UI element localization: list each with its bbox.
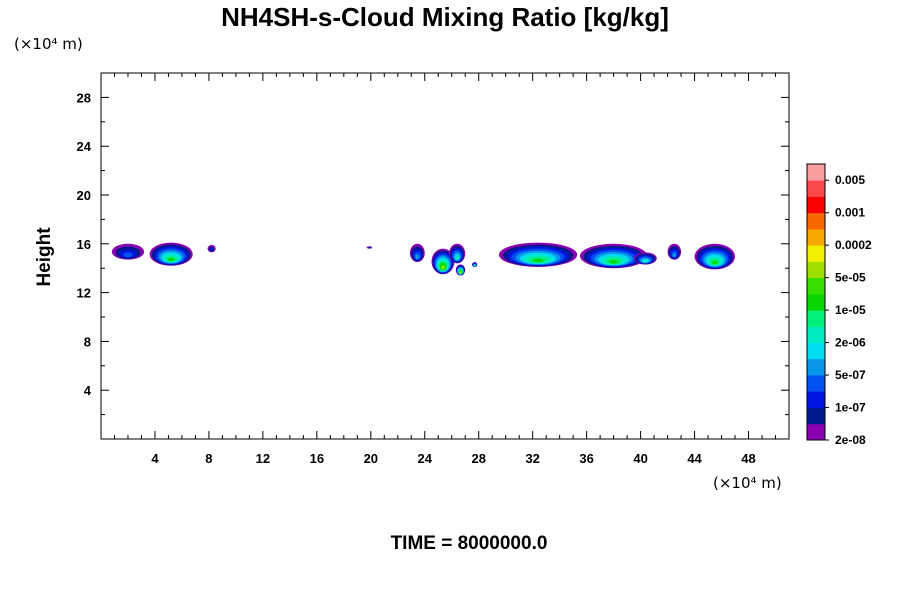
cloud-2 (207, 245, 216, 253)
cloud-1 (149, 242, 193, 266)
colorbar-swatch-8 (807, 293, 825, 311)
colorbar-label: 1e-05 (835, 303, 866, 317)
x-tick-label: 48 (741, 451, 755, 466)
cloud-8-level-7 (473, 264, 476, 267)
colorbar-swatch-12 (807, 228, 825, 246)
y-tick-label: 12 (77, 286, 91, 301)
x-tick-label: 4 (151, 451, 159, 466)
cloud-4-level-4 (415, 254, 420, 259)
colorbar-swatch-15 (807, 180, 825, 197)
colorbar-swatch-10 (807, 261, 825, 279)
colorbar-swatch-2 (807, 391, 825, 408)
x-unit-label: (×10⁴ m) (713, 474, 782, 492)
cloud-13 (694, 243, 736, 270)
colorbar-swatch-1 (807, 407, 825, 425)
colorbar-swatch-9 (807, 277, 825, 295)
y-tick-label: 20 (77, 188, 91, 203)
cloud-5 (431, 248, 455, 275)
colorbar-label: 2e-06 (835, 336, 866, 350)
colorbar-swatch-14 (807, 196, 825, 214)
cloud-9-level-8 (532, 258, 544, 263)
cloud-11 (633, 252, 657, 265)
colorbar-label: 5e-05 (835, 271, 866, 285)
x-tick-label: 12 (256, 451, 270, 466)
colorbar-frame (806, 163, 826, 441)
colorbar-swatch-6 (807, 326, 825, 343)
x-tick-label: 20 (364, 451, 378, 466)
colorbar: 0.005 0.001 0.0002 5e-05 1e-05 2e-06 5e-07 1e-0… (806, 163, 872, 447)
chart-title: NH4SH-s-Cloud Mixing Ratio [kg/kg] (221, 2, 669, 32)
cloud-10 (579, 243, 648, 269)
colorbar-swatch-3 (807, 375, 825, 392)
y-axis-label: Height (34, 227, 55, 287)
colorbar-swatch-0 (807, 423, 825, 441)
colorbar-label: 2e-08 (835, 433, 866, 447)
cloud-10-level-8 (608, 260, 619, 264)
x-tick-label: 16 (310, 451, 324, 466)
x-tick-label: 32 (525, 451, 539, 466)
cloud-3 (366, 246, 373, 249)
colorbar-swatch-13 (807, 212, 825, 230)
y-tick-label: 4 (84, 383, 92, 398)
colorbar-label: 0.0002 (835, 238, 872, 252)
x-tick-label: 8 (205, 451, 212, 466)
colorbar-swatch-4 (807, 358, 825, 376)
colorbar-label: 0.001 (835, 206, 865, 220)
cloud-11-level-6 (643, 260, 648, 263)
colorbar-swatch-16 (807, 164, 825, 181)
y-unit-label: (×10⁴ m) (14, 35, 83, 53)
cloud-13-level-8 (711, 260, 718, 265)
cloud-7-level-11 (459, 272, 462, 274)
y-tick-label: 16 (77, 237, 91, 252)
x-tick-label: 40 (633, 451, 647, 466)
colorbar-swatch-7 (807, 310, 825, 327)
cloud-2-level-2 (210, 248, 214, 252)
cloud-0-level-3 (123, 252, 133, 258)
cloud-3-level-1 (367, 247, 371, 249)
cloud-7 (455, 264, 466, 276)
cloud-12 (667, 243, 682, 260)
x-tick-label: 24 (418, 451, 433, 466)
cloud-9 (498, 242, 578, 267)
cloud-5-level-10 (441, 266, 445, 270)
plot-frame (100, 72, 790, 440)
cloud-6 (449, 243, 466, 264)
colorbar-label: 5e-07 (835, 368, 866, 382)
cloud-1-level-8 (168, 258, 175, 262)
colorbar-swatch-5 (807, 342, 825, 360)
cloud-field (111, 242, 736, 276)
cloud-0 (111, 243, 145, 260)
time-label: TIME = 8000000.0 (391, 533, 548, 554)
cloud-8 (471, 262, 478, 267)
y-tick-label: 8 (84, 334, 91, 349)
x-tick-label: 28 (471, 451, 485, 466)
colorbar-label: 1e-07 (835, 401, 866, 415)
colorbar-swatch-11 (807, 245, 825, 262)
x-tick-label: 44 (687, 451, 702, 466)
cloud-4 (409, 243, 425, 263)
colorbar-label: 0.005 (835, 173, 865, 187)
cloud-12-level-4 (672, 253, 676, 257)
x-tick-label: 36 (579, 451, 593, 466)
cloud-6-level-6 (455, 256, 459, 260)
y-tick-label: 28 (77, 90, 91, 105)
y-tick-label: 24 (77, 139, 92, 154)
